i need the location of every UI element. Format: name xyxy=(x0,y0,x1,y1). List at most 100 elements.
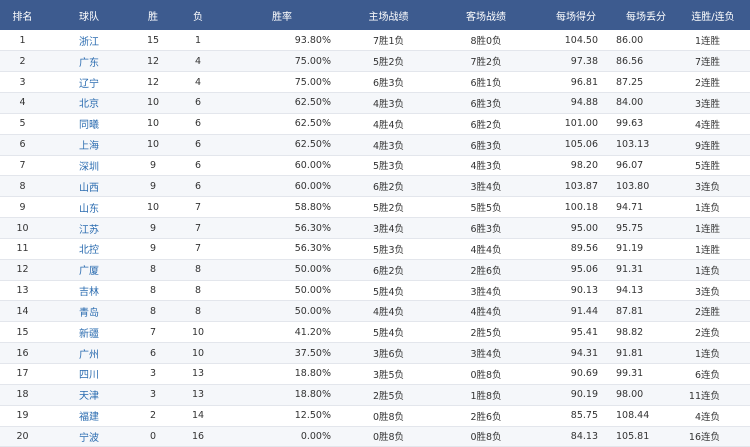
rank-cell: 9 xyxy=(19,201,26,213)
win-pct-cell: 18.80% xyxy=(294,389,331,401)
rank-cell: 16 xyxy=(16,347,29,359)
team-link[interactable]: 辽宁 xyxy=(79,78,99,90)
losses-cell: 16 xyxy=(191,430,205,442)
header-points-allowed: 每场丢分 xyxy=(626,11,666,23)
win-pct-cell: 75.00% xyxy=(294,55,331,67)
wins-cell: 0 xyxy=(149,430,157,442)
table-row: 8 山西 9 6 60.00% 6胜2负 3胜4负 103.87 103.80 3连负 xyxy=(0,175,750,197)
team-link[interactable]: 上海 xyxy=(79,141,99,153)
header-streak: 连胜/连负 xyxy=(691,11,735,23)
team-cell: 新疆 xyxy=(45,322,133,343)
team-cell: 天津 xyxy=(45,384,133,405)
team-link[interactable]: 北京 xyxy=(79,99,99,111)
home-record-cell: 6胜2负 xyxy=(372,182,405,194)
rank-cell: 15 xyxy=(16,326,29,338)
header-team: 球队 xyxy=(79,11,99,23)
points-per-game-cell: 105.06 xyxy=(564,139,598,151)
team-link[interactable]: 天津 xyxy=(79,391,99,403)
points-allowed-cell: 94.71 xyxy=(616,201,644,213)
streak-cell: 1连负 xyxy=(694,203,720,215)
away-record-cell: 0胜8负 xyxy=(470,432,502,444)
away-record-cell: 3胜4负 xyxy=(470,286,502,298)
home-record-cell: 3胜6负 xyxy=(372,349,405,361)
team-link[interactable]: 江苏 xyxy=(79,224,99,236)
losses-cell: 6 xyxy=(194,159,202,171)
header-losses: 负 xyxy=(193,11,203,23)
team-link[interactable]: 北控 xyxy=(79,245,99,257)
rank-cell: 3 xyxy=(19,76,26,88)
points-allowed-cell: 103.13 xyxy=(616,139,650,151)
win-pct-cell: 62.50% xyxy=(294,97,331,109)
team-link[interactable]: 宁波 xyxy=(79,432,99,444)
table-row: 14 青岛 8 8 50.00% 4胜4负 4胜4负 91.44 87.81 2连胜 xyxy=(0,300,750,322)
home-record-cell: 3胜4负 xyxy=(372,224,405,236)
team-cell: 广州 xyxy=(45,343,133,364)
losses-cell: 8 xyxy=(194,264,202,276)
team-link[interactable]: 山东 xyxy=(79,203,99,215)
home-record-cell: 0胜8负 xyxy=(372,411,405,423)
rank-cell: 10 xyxy=(16,222,29,234)
team-link[interactable]: 广厦 xyxy=(79,266,99,278)
losses-cell: 8 xyxy=(194,305,202,317)
home-record-cell: 5胜4负 xyxy=(372,286,405,298)
points-allowed-cell: 91.81 xyxy=(616,347,644,359)
win-pct-cell: 58.80% xyxy=(294,201,331,213)
points-allowed-cell: 108.44 xyxy=(616,410,650,422)
streak-cell: 3连负 xyxy=(694,286,720,298)
team-link[interactable]: 新疆 xyxy=(79,328,99,340)
team-cell: 深圳 xyxy=(45,155,133,176)
rank-cell: 4 xyxy=(19,97,26,109)
table-header: 排名 球队 胜 负 胜率 主场战绩 客场战绩 每场得分 每场丢分 连胜/连负 xyxy=(0,0,750,30)
team-link[interactable]: 浙江 xyxy=(79,36,99,48)
team-link[interactable]: 山西 xyxy=(79,182,99,194)
table-row: 11 北控 9 7 56.30% 5胜3负 4胜4负 89.56 91.19 1连胜 xyxy=(0,238,750,260)
points-allowed-cell: 99.63 xyxy=(616,118,644,130)
table-row: 13 吉林 8 8 50.00% 5胜4负 3胜4负 90.13 94.13 3连负 xyxy=(0,280,750,301)
table-row: 18 天津 3 13 18.80% 2胜5负 1胜8负 90.19 98.00 11连负 xyxy=(0,384,750,406)
rank-cell: 7 xyxy=(19,159,26,171)
wins-cell: 6 xyxy=(149,347,157,359)
team-cell: 浙江 xyxy=(45,30,133,51)
table-row: 9 山东 10 7 58.80% 5胜2负 5胜5负 100.18 94.71 1连负 xyxy=(0,197,750,218)
wins-cell: 9 xyxy=(149,159,157,171)
team-link[interactable]: 四川 xyxy=(79,370,99,382)
away-record-cell: 4胜4负 xyxy=(470,244,502,256)
win-pct-cell: 62.50% xyxy=(294,118,331,130)
streak-cell: 5连胜 xyxy=(694,161,720,173)
losses-cell: 13 xyxy=(191,368,205,380)
team-link[interactable]: 福建 xyxy=(79,412,99,424)
streak-cell: 2连胜 xyxy=(694,78,720,90)
away-record-cell: 2胜6负 xyxy=(470,411,502,423)
points-allowed-cell: 94.13 xyxy=(616,285,644,297)
points-allowed-cell: 86.00 xyxy=(616,34,644,46)
header-away-record: 客场战绩 xyxy=(466,11,506,23)
wins-cell: 10 xyxy=(146,201,160,213)
home-record-cell: 4胜4负 xyxy=(372,307,405,319)
points-per-game-cell: 97.38 xyxy=(570,55,598,67)
rank-cell: 18 xyxy=(16,389,29,401)
wins-cell: 10 xyxy=(146,118,160,130)
team-link[interactable]: 广州 xyxy=(79,349,99,361)
rank-cell: 11 xyxy=(16,243,29,255)
points-allowed-cell: 98.82 xyxy=(616,326,644,338)
win-pct-cell: 50.00% xyxy=(294,305,331,317)
team-link[interactable]: 吉林 xyxy=(79,287,99,299)
win-pct-cell: 56.30% xyxy=(294,222,331,234)
wins-cell: 9 xyxy=(149,222,157,234)
team-link[interactable]: 广东 xyxy=(79,57,99,69)
team-link[interactable]: 深圳 xyxy=(79,161,99,173)
header-home-record: 主场战绩 xyxy=(368,11,409,23)
points-per-game-cell: 98.20 xyxy=(570,159,598,171)
points-allowed-cell: 99.31 xyxy=(616,368,644,380)
home-record-cell: 5胜4负 xyxy=(372,328,405,340)
header-points-per-game: 每场得分 xyxy=(556,11,596,23)
away-record-cell: 5胜5负 xyxy=(470,203,502,215)
team-cell: 北京 xyxy=(45,93,133,114)
home-record-cell: 5胜3负 xyxy=(372,161,405,173)
points-allowed-cell: 87.81 xyxy=(616,305,644,317)
away-record-cell: 2胜6负 xyxy=(470,265,502,277)
home-record-cell: 5胜3负 xyxy=(372,244,405,256)
team-link[interactable]: 同曦 xyxy=(79,120,99,132)
team-link[interactable]: 青岛 xyxy=(79,307,99,319)
points-per-game-cell: 101.00 xyxy=(564,118,598,130)
